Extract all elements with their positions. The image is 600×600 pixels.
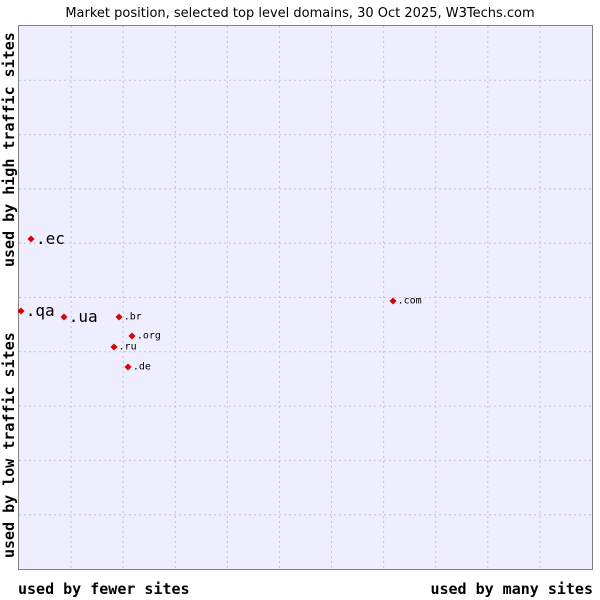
- point-label: .qa: [25, 301, 55, 321]
- x-axis-label-many-sites: used by many sites: [430, 580, 593, 598]
- point-label: .de: [132, 361, 151, 373]
- point-label: .br: [123, 311, 142, 323]
- y-axis-label-high-traffic: used by high traffic sites: [0, 32, 18, 268]
- point-label: .com: [397, 295, 422, 307]
- point-label: .ec: [36, 229, 65, 249]
- chart-title: Market position, selected top level doma…: [65, 6, 535, 21]
- point-label: .ua: [68, 307, 98, 327]
- point-label: .ru: [118, 341, 137, 353]
- x-axis-label-fewer-sites: used by fewer sites: [18, 580, 190, 598]
- grid-lines: [19, 26, 592, 569]
- plot-area: .ec .qa .ua .br .org .ru .de .com: [17, 25, 593, 570]
- y-axis-label-low-traffic: used by low traffic sites: [0, 332, 18, 558]
- point-label: .org: [136, 330, 161, 342]
